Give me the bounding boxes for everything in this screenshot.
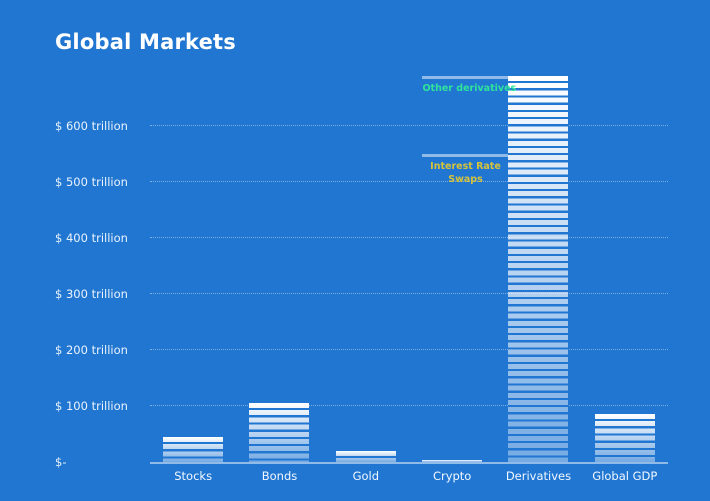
y-axis-label: $ 100 trillion [55,399,128,413]
bar-bonds [249,403,310,462]
x-axis-label: Bonds [261,469,298,483]
chart-title: Global Markets [55,30,236,54]
bar-slot-global-gdp: Global GDP [582,62,668,483]
y-axis-label: $ 200 trillion [55,343,128,357]
x-axis-label: Gold [352,469,380,483]
gridline-400 [150,237,668,238]
plot-area: $ 600 trillion $ 500 trillion $ 400 trilli… [55,62,668,483]
y-axis-label: $ 500 trillion [55,175,128,189]
annotation-text: Other derivatives [422,82,517,94]
y-axis-label: $ 400 trillion [55,231,128,245]
gridline-500 [150,181,668,182]
annotation-text: Interest Rate [430,161,501,172]
bar-slot-stocks: Stocks [150,62,236,483]
y-axis-label: $ 600 trillion [55,119,128,133]
annotation-other-derivatives: Other derivatives [422,75,517,95]
gridline-300 [150,293,668,294]
bar-slot-crypto: Crypto [409,62,495,483]
annotation-text: Swaps [448,174,483,185]
bar-slot-gold: Gold [323,62,409,483]
bar-stocks [163,436,224,462]
bar-gold [335,450,396,462]
bar-global-gdp [594,414,655,462]
bar-slot-bonds: Bonds [236,62,322,483]
bar-slot-derivatives: Derivatives Other derivatives Interest Rat… [422,62,581,483]
x-axis-label: Derivatives [505,469,572,483]
gridline-200 [150,349,668,350]
x-axis-label: Global GDP [592,469,658,483]
y-axis-label: $- [55,455,67,469]
gridline-600 [150,125,668,126]
bar-derivatives [508,75,569,462]
x-axis-label: Crypto [432,469,472,483]
bar-crypto [422,460,483,462]
gridline-100 [150,405,668,406]
annotation-line [422,75,509,79]
x-axis-label: Stocks [174,469,213,483]
annotation-line [422,154,509,157]
y-axis-label: $ 300 trillion [55,287,128,301]
annotation-interest-rate-swaps: Interest Rate Swaps [422,154,509,186]
